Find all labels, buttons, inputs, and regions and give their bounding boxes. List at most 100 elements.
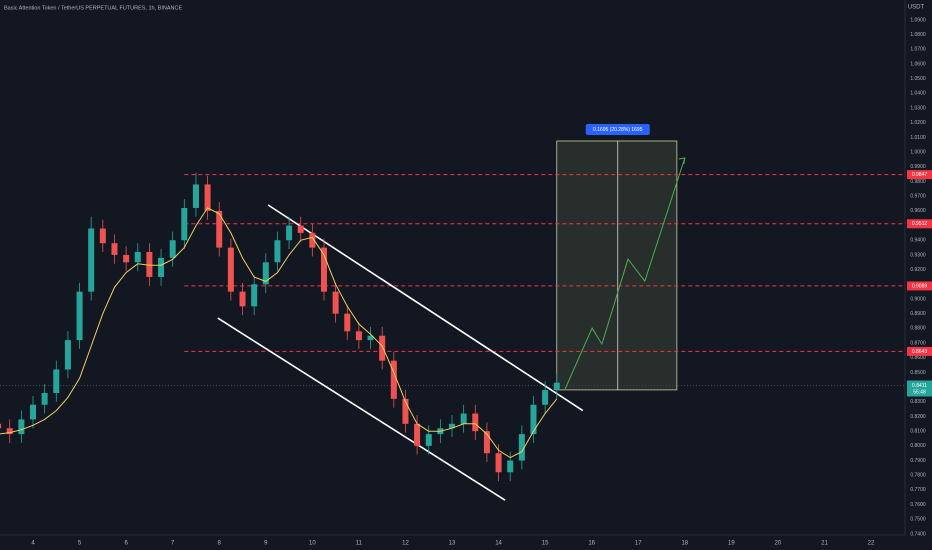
x-tick-label: 17 — [635, 541, 642, 547]
y-tick-label: 1.0100 — [910, 135, 926, 141]
y-tick-label: 0.7700 — [910, 487, 926, 493]
currency-label: USDT — [908, 5, 925, 11]
x-tick-label: 21 — [821, 541, 828, 547]
x-tick-label: 5 — [78, 541, 82, 547]
y-tick-label: 0.8700 — [910, 340, 926, 346]
candle-body — [425, 434, 432, 446]
x-tick-label: 7 — [171, 541, 175, 547]
candle-body — [251, 284, 258, 307]
countdown-label: 55:48 — [913, 389, 926, 395]
y-tick-label: 1.0400 — [910, 91, 926, 97]
channel-line — [267, 204, 584, 412]
candle-body — [507, 460, 514, 473]
candle-body — [6, 428, 13, 435]
candle-body — [41, 392, 48, 405]
candle-body — [204, 184, 211, 211]
x-tick-label: 9 — [264, 541, 268, 547]
y-tick-label: 0.7600 — [910, 502, 926, 508]
moving-average — [0, 207, 558, 459]
candle-body — [192, 184, 199, 208]
candle-body — [309, 232, 316, 248]
position-label-bg — [585, 123, 650, 135]
candle-body — [355, 331, 362, 341]
chart-title: Basic Attention Token / TetherUS PERPETU… — [4, 5, 182, 11]
candle-body — [239, 291, 246, 307]
candle-body — [344, 313, 351, 332]
y-tick-label: 1.0300 — [910, 105, 926, 111]
candle-body — [227, 247, 234, 292]
y-tick-label: 1.0000 — [910, 149, 926, 155]
y-tick-label: 1.0800 — [910, 32, 926, 38]
level-label: 0.9089 — [912, 283, 928, 289]
candle-body — [169, 240, 176, 258]
y-tick-label: 0.7900 — [910, 458, 926, 464]
y-tick-label: 0.8200 — [910, 414, 926, 420]
x-tick-label: 10 — [309, 541, 316, 547]
candle-body — [379, 335, 386, 361]
candle-body — [64, 340, 71, 370]
y-tick-label: 0.9400 — [910, 238, 926, 244]
projection-arrow — [678, 157, 686, 165]
y-tick-label: 1.0500 — [910, 76, 926, 82]
candle-body — [414, 423, 421, 446]
candle-body — [332, 291, 339, 314]
candle-body — [320, 247, 327, 292]
x-tick-label: 11 — [356, 541, 363, 547]
level-label: 0.9847 — [912, 172, 928, 178]
y-tick-label: 0.9700 — [910, 194, 926, 200]
candle-body — [390, 360, 397, 399]
level-label-bg — [907, 281, 932, 291]
x-tick-label: 14 — [495, 541, 502, 547]
candle-body — [518, 434, 525, 461]
y-tick-label: 0.9600 — [910, 208, 926, 214]
x-tick-label: 19 — [728, 541, 735, 547]
y-tick-label: 1.0900 — [910, 17, 926, 23]
y-tick-label: 0.8500 — [910, 370, 926, 376]
level-label-bg — [907, 346, 932, 356]
candle-body — [530, 404, 537, 435]
last-price-label: 0.8411 — [912, 383, 927, 389]
candle-body — [134, 252, 141, 263]
candle-body — [286, 225, 293, 241]
candle-body — [542, 390, 549, 405]
position-label: 0.1695 (20.28%) 1695 — [593, 127, 643, 133]
x-tick-label: 12 — [402, 541, 409, 547]
candle-body — [553, 382, 560, 391]
y-tick-label: 0.7500 — [910, 517, 926, 523]
x-tick-label: 13 — [449, 541, 456, 547]
x-tick-label: 16 — [588, 541, 595, 547]
candle-body — [367, 335, 374, 341]
candle-body — [146, 252, 153, 277]
x-tick-label: 15 — [542, 541, 549, 547]
x-tick-label: 18 — [681, 541, 688, 547]
candle-body — [402, 398, 409, 424]
y-tick-label: 0.9200 — [910, 267, 926, 273]
y-tick-label: 0.8900 — [910, 311, 926, 317]
y-tick-label: 0.8600 — [910, 355, 926, 361]
x-tick-label: 22 — [868, 541, 875, 547]
y-tick-label: 1.0700 — [910, 47, 926, 53]
candle-body — [53, 369, 60, 393]
y-tick-label: 0.9300 — [910, 252, 926, 258]
projection-line — [564, 157, 686, 390]
y-tick-label: 0.8000 — [910, 443, 926, 449]
y-tick-label: 0.8100 — [910, 429, 926, 435]
candle-body — [216, 210, 223, 248]
candle-body — [460, 413, 467, 424]
y-tick-label: 1.0600 — [910, 61, 926, 67]
y-tick-label: 0.7800 — [910, 473, 926, 479]
candle-body — [472, 413, 479, 432]
channel-line — [217, 317, 506, 501]
candle-body — [158, 257, 165, 277]
candle-body — [30, 404, 37, 420]
candle-body — [123, 254, 130, 263]
y-tick-label: 1.0200 — [910, 120, 926, 126]
candle-body — [495, 453, 502, 473]
candle-body — [99, 228, 106, 244]
level-label-bg — [907, 170, 932, 180]
x-tick-label: 4 — [31, 541, 35, 547]
candle-body — [111, 243, 118, 255]
candle-body — [449, 423, 456, 429]
